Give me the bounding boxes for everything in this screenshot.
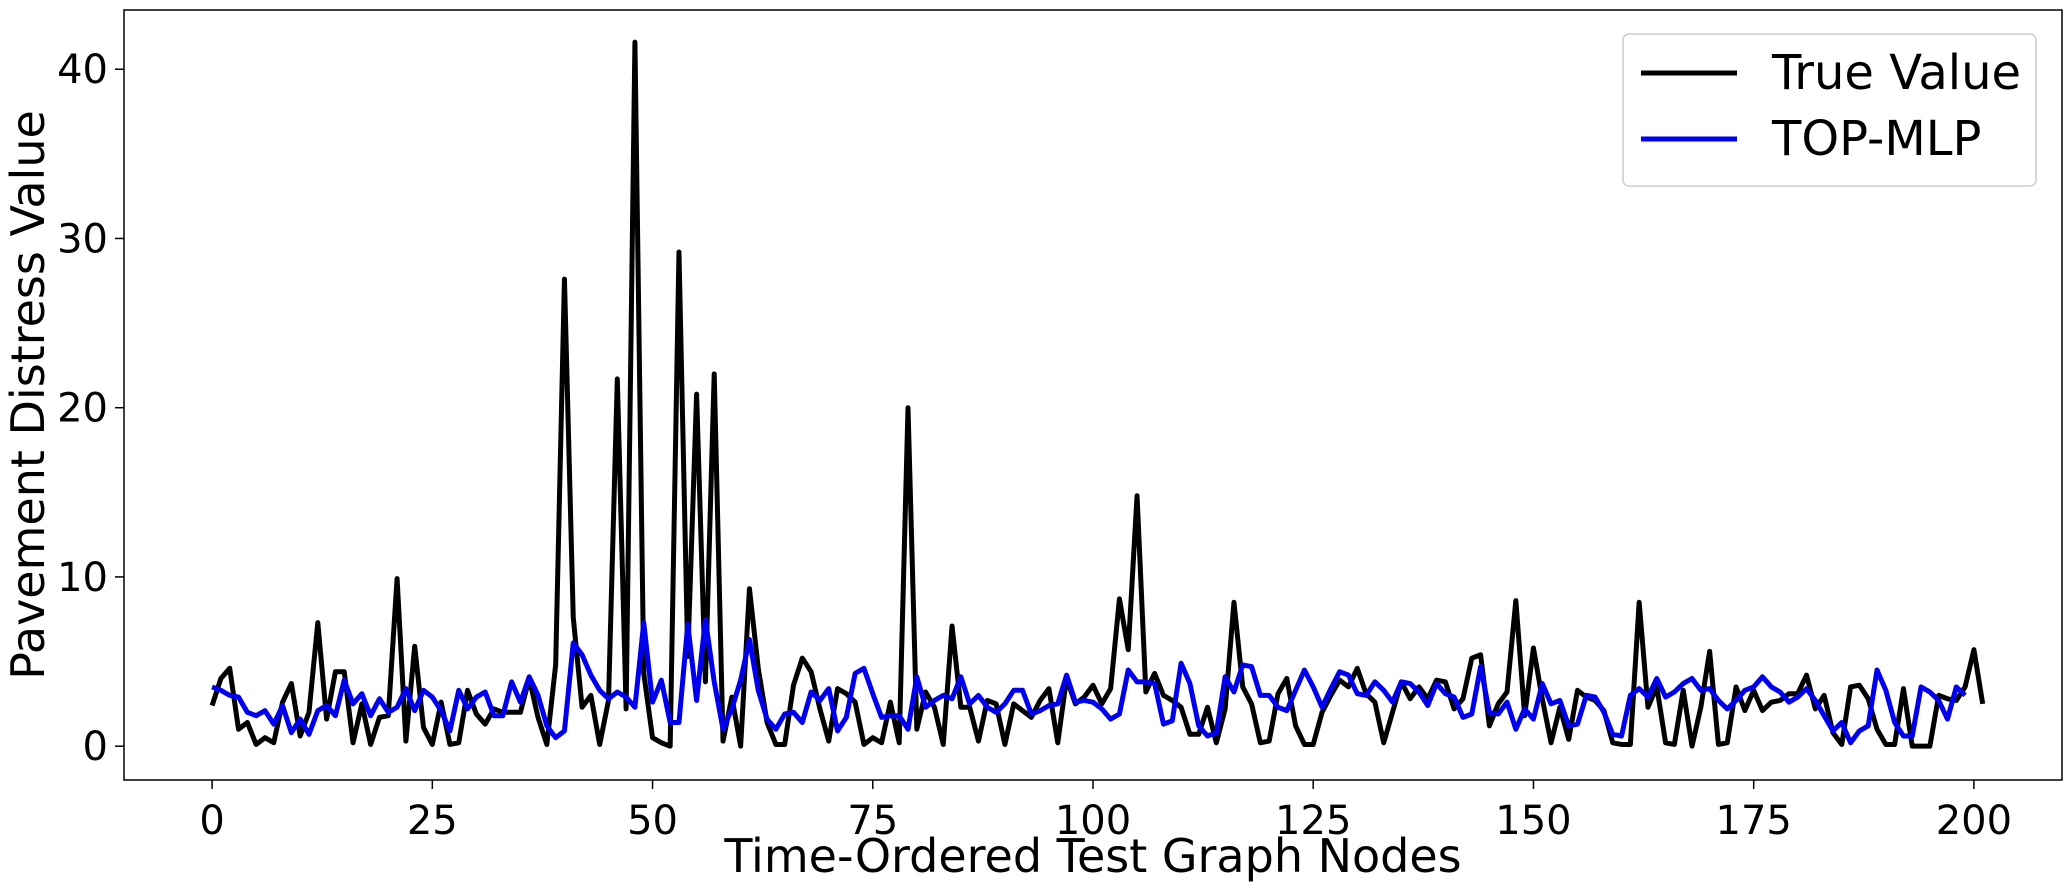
y-tick-label: 0 bbox=[83, 724, 108, 770]
legend-label-true-value: True Value bbox=[1771, 45, 2021, 101]
y-tick-label: 40 bbox=[57, 47, 108, 93]
x-tick-label: 100 bbox=[1055, 798, 1131, 844]
legend-label-top-mlp: TOP-MLP bbox=[1771, 111, 1981, 167]
x-axis-title: Time-Ordered Test Graph Nodes bbox=[723, 829, 1461, 883]
series-line-true-value bbox=[209, 39, 1986, 749]
x-tick-label: 175 bbox=[1716, 798, 1792, 844]
x-tick-label: 75 bbox=[847, 798, 898, 844]
legend: True Value TOP-MLP bbox=[1622, 33, 2037, 187]
x-tick-label: 50 bbox=[627, 798, 678, 844]
y-tick-label: 30 bbox=[57, 216, 108, 262]
y-tick-label: 10 bbox=[57, 555, 108, 601]
y-axis-title: Pavement Distress Value bbox=[1, 110, 55, 680]
x-tick-label: 125 bbox=[1275, 798, 1351, 844]
y-tick-label: 20 bbox=[57, 386, 108, 432]
series-line-top-mlp bbox=[211, 616, 1967, 746]
x-tick-label: 200 bbox=[1936, 798, 2012, 844]
y-axis-ticks: 0 10 20 30 40 bbox=[57, 47, 124, 770]
x-axis-ticks: 0 25 50 75 100 125 150 175 200 bbox=[199, 780, 2012, 844]
series-lines bbox=[209, 39, 1986, 749]
x-tick-label: 150 bbox=[1495, 798, 1571, 844]
x-tick-label: 25 bbox=[407, 798, 458, 844]
x-tick-label: 0 bbox=[199, 798, 224, 844]
